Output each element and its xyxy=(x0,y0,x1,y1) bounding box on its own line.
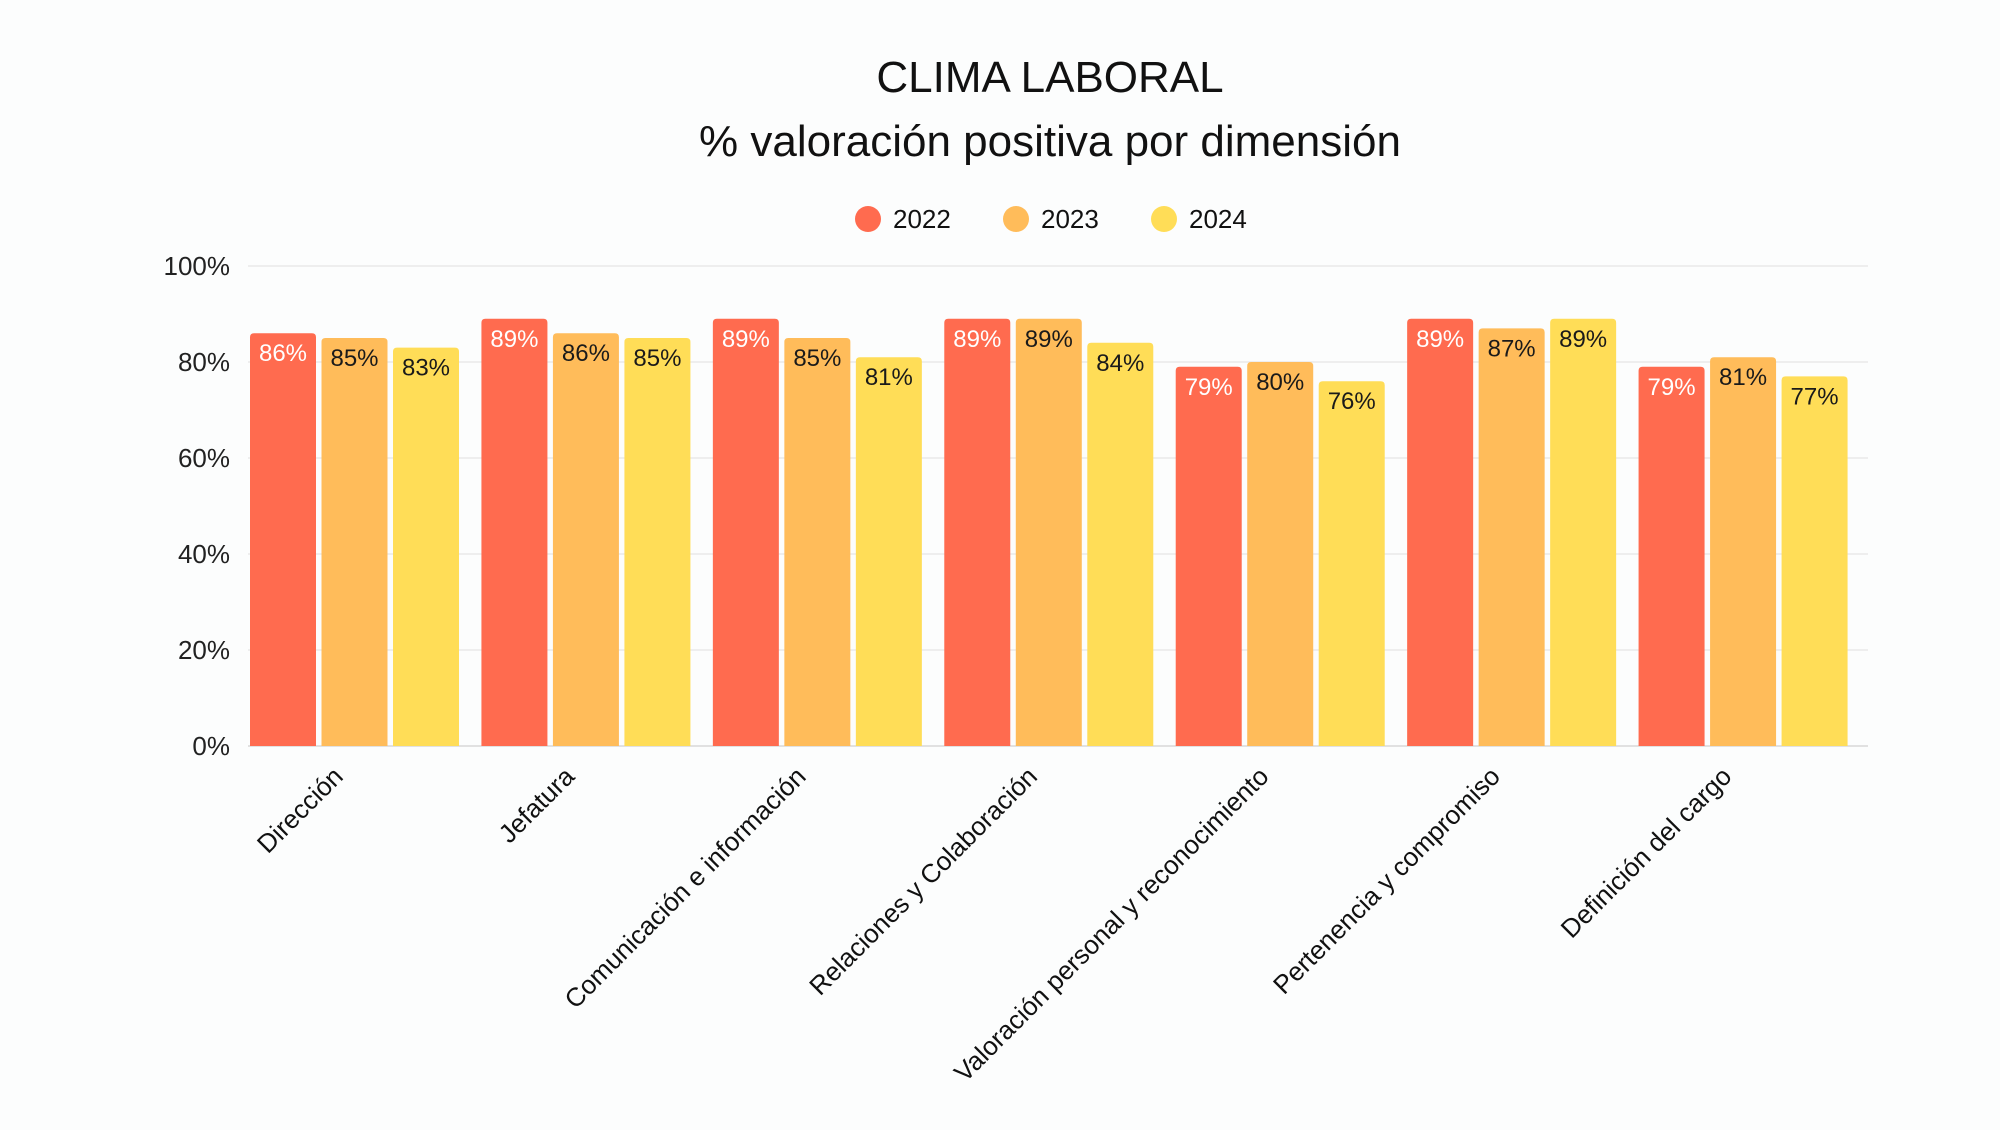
data-label: 85% xyxy=(330,345,378,372)
x-tick-label: Dirección xyxy=(251,761,349,859)
bar-2022-3 xyxy=(712,318,779,746)
legend-label-2022: 2022 xyxy=(893,204,951,234)
x-tick-label: Comunicación e información xyxy=(558,761,811,1014)
data-label: 87% xyxy=(1488,335,1536,362)
bar-2024-2 xyxy=(624,338,691,746)
bars: 86% 85% 83% 89% 86% 85% 89% 85% 81% 89% 89% 84% 79% 8… xyxy=(250,318,1848,746)
bar-2023-7 xyxy=(1710,357,1777,746)
bar-2023-6 xyxy=(1478,328,1545,746)
data-label: 83% xyxy=(402,355,450,382)
data-label: 89% xyxy=(490,326,538,353)
x-tick-label: Jefatura xyxy=(493,761,581,849)
data-label: 89% xyxy=(1559,326,1607,353)
data-label: 84% xyxy=(1096,350,1144,377)
data-label: 76% xyxy=(1328,388,1376,415)
data-label: 79% xyxy=(1648,374,1696,401)
data-label: 77% xyxy=(1791,383,1839,410)
legend: 2022 2023 2024 xyxy=(855,204,1247,234)
y-tick-label: 0% xyxy=(192,731,230,761)
data-label: 89% xyxy=(1416,326,1464,353)
bar-2024-3 xyxy=(855,357,922,746)
bar-2023-1 xyxy=(321,338,388,746)
bar-2024-5 xyxy=(1318,381,1385,746)
chart-subtitle: % valoración positiva por dimensión xyxy=(699,117,1401,166)
bar-2023-5 xyxy=(1247,362,1314,746)
data-label: 89% xyxy=(722,326,770,353)
data-label: 79% xyxy=(1185,374,1233,401)
data-label: 81% xyxy=(865,364,913,391)
bar-2024-4 xyxy=(1087,342,1154,746)
y-axis: 0% 20% 40% 60% 80% 100% xyxy=(164,251,231,761)
data-label: 86% xyxy=(562,340,610,367)
legend-marker-2022 xyxy=(855,206,881,232)
legend-label-2023: 2023 xyxy=(1041,204,1099,234)
data-label: 81% xyxy=(1719,364,1767,391)
data-label: 85% xyxy=(633,345,681,372)
data-label: 89% xyxy=(953,326,1001,353)
data-label: 85% xyxy=(793,345,841,372)
bar-2024-6 xyxy=(1550,318,1617,746)
bar-2022-1 xyxy=(250,333,316,746)
y-tick-label: 80% xyxy=(178,347,230,377)
x-tick-label: Definición del cargo xyxy=(1555,761,1738,944)
chart-title: CLIMA LABORAL xyxy=(876,53,1223,102)
x-tick-label: Pertenencia y compromiso xyxy=(1267,761,1506,1000)
y-tick-label: 60% xyxy=(178,443,230,473)
y-tick-label: 20% xyxy=(178,635,230,665)
y-tick-label: 40% xyxy=(178,539,230,569)
x-tick-label: Relaciones y Colaboración xyxy=(803,761,1043,1001)
bar-2022-5 xyxy=(1175,366,1242,746)
bar-2022-7 xyxy=(1638,366,1705,746)
legend-marker-2024 xyxy=(1151,206,1177,232)
bar-2024-1 xyxy=(393,347,459,746)
data-label: 89% xyxy=(1025,326,1073,353)
bar-2023-4 xyxy=(1015,318,1082,746)
legend-label-2024: 2024 xyxy=(1189,204,1247,234)
bar-2023-2 xyxy=(552,333,619,746)
bar-2024-7 xyxy=(1781,376,1848,746)
bar-2022-2 xyxy=(481,318,548,746)
data-label: 80% xyxy=(1256,369,1304,396)
bar-2022-4 xyxy=(944,318,1011,746)
data-label: 86% xyxy=(259,340,307,367)
bar-2023-3 xyxy=(784,338,851,746)
y-tick-label: 100% xyxy=(164,251,231,281)
bar-2022-6 xyxy=(1407,318,1474,746)
legend-marker-2023 xyxy=(1003,206,1029,232)
